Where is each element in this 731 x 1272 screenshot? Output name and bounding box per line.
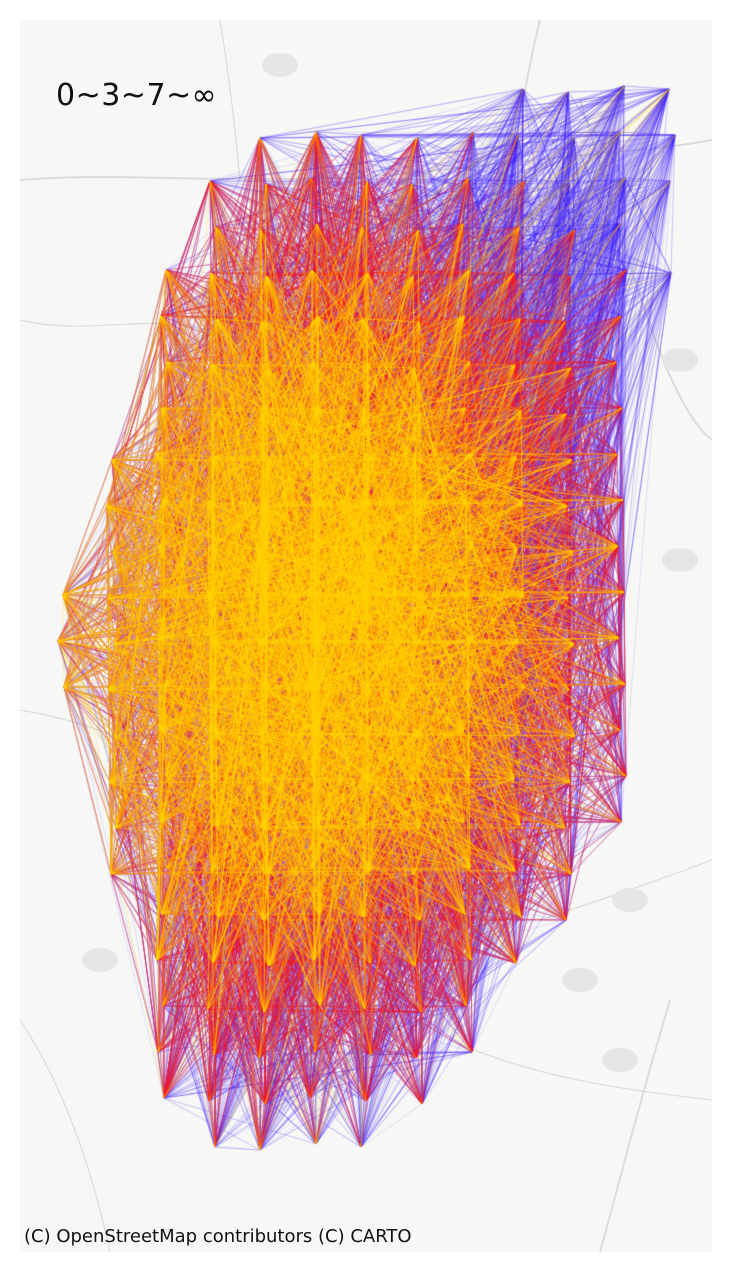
od-flow-layer xyxy=(20,20,712,1252)
legend-label: 0~3~7~∞ xyxy=(56,78,218,113)
attribution-text: (C) OpenStreetMap contributors (C) CARTO xyxy=(24,1226,412,1247)
map-frame[interactable] xyxy=(20,20,712,1252)
